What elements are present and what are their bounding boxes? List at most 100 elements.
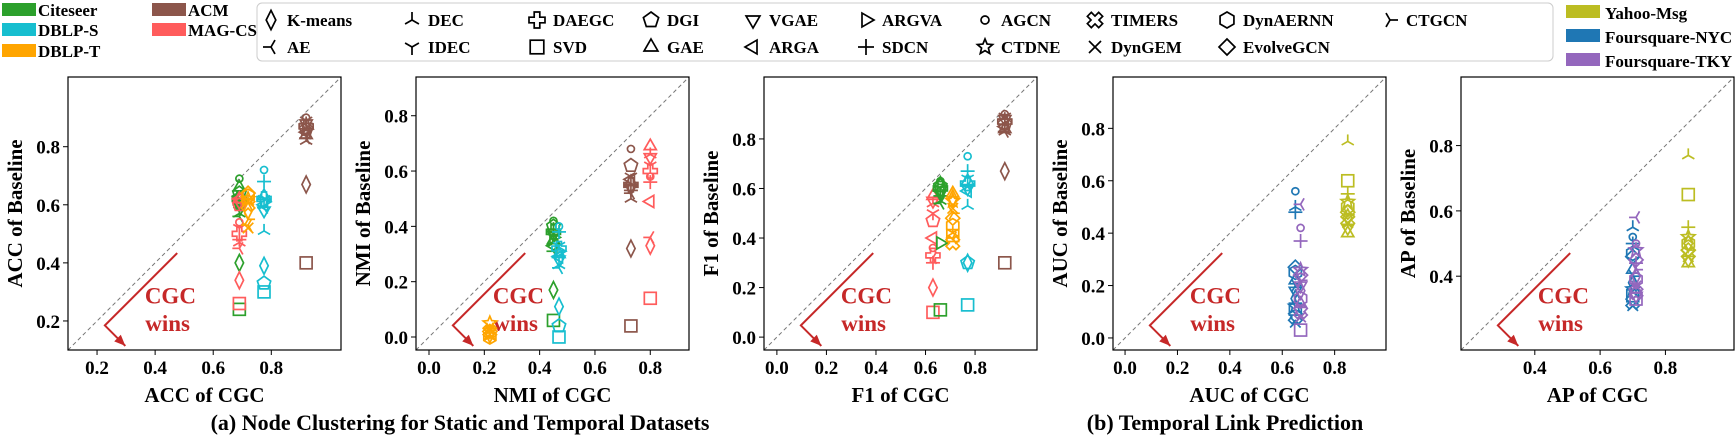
diagonal-line bbox=[415, 76, 690, 351]
y-tick-label: 0.4 bbox=[732, 229, 756, 250]
data-point-dgi-dblp-s bbox=[959, 254, 976, 270]
y-tick-label: 0.2 bbox=[1081, 277, 1105, 298]
data-point-daegc-dblp-s bbox=[256, 191, 272, 207]
x-tick-label: 0.4 bbox=[1218, 358, 1242, 379]
data-point-gae-foursquare-tky bbox=[1293, 295, 1309, 309]
x-tick-label: 0.8 bbox=[259, 358, 283, 379]
x-tick-label: 0.2 bbox=[1166, 358, 1190, 379]
tri-right-icon bbox=[263, 39, 276, 55]
arrowhead-icon bbox=[462, 334, 474, 346]
x-tick-label: 0.2 bbox=[472, 358, 496, 379]
method-legend-label: EvolveGCN bbox=[1243, 38, 1331, 57]
y-tick-label: 0.0 bbox=[732, 328, 756, 349]
method-legend-label: SDCN bbox=[882, 38, 929, 57]
y-tick-label: 0.0 bbox=[1081, 329, 1105, 350]
legend-swatch-acm bbox=[152, 3, 186, 16]
diagonal-line bbox=[1112, 76, 1387, 351]
data-point-k-means-yahoo-msg bbox=[1342, 207, 1353, 228]
data-point-gae-yahoo-msg bbox=[1340, 224, 1356, 238]
data-point-svd-mag-cs bbox=[643, 291, 658, 306]
data-point-sdcn-dblp-s bbox=[257, 174, 272, 189]
x-axis-label: ACC of CGC bbox=[144, 383, 264, 407]
data-point-ae-mag-cs bbox=[643, 230, 655, 244]
legend-label: Foursquare-NYC bbox=[1605, 28, 1732, 47]
legend-swatch-citeseer bbox=[2, 3, 36, 16]
arrowhead-icon bbox=[1507, 334, 1519, 346]
legend-swatch-mag-cs bbox=[152, 23, 186, 36]
data-point-ae-acm bbox=[997, 125, 1010, 138]
data-point-gae-dblp-t bbox=[945, 184, 961, 198]
x-icon bbox=[1088, 40, 1102, 54]
pentagon-icon bbox=[642, 10, 660, 28]
method-legend-label: IDEC bbox=[428, 38, 471, 57]
data-point-dyngem-foursquare-tky bbox=[1294, 311, 1307, 323]
y-tick-label: 0.2 bbox=[36, 312, 60, 333]
legend-label: ACM bbox=[188, 1, 229, 20]
x-filled-icon bbox=[1086, 11, 1104, 29]
data-point-ae-dblp-t bbox=[482, 322, 495, 336]
method-legend-label: CTGCN bbox=[1406, 11, 1468, 30]
data-point-vgae-yahoo-msg bbox=[1680, 255, 1696, 269]
data-point-dec-dblp-t bbox=[946, 226, 960, 238]
data-point-sdcn-foursquare-tky bbox=[1293, 234, 1308, 249]
legend-swatch-foursquare-nyc bbox=[1566, 29, 1600, 42]
data-point-svd-foursquare-tky bbox=[1293, 323, 1308, 337]
data-point-k-means-acm bbox=[300, 174, 312, 195]
y-tick-label: 0.8 bbox=[732, 130, 756, 151]
x-tick-label: 0.0 bbox=[417, 358, 441, 379]
data-point-k-means-yahoo-msg bbox=[1683, 233, 1694, 254]
data-point-dgi-mag-cs bbox=[925, 212, 941, 228]
circle-small-icon bbox=[980, 15, 990, 25]
method-legend-label: AGCN bbox=[1001, 11, 1052, 30]
data-point-argva-citeseer bbox=[549, 229, 563, 245]
data-point-ctdne-yahoo-msg bbox=[1679, 227, 1698, 245]
data-point-sdcn-dblp-s bbox=[552, 224, 566, 239]
annotation-cgc: CGC bbox=[1190, 284, 1241, 309]
data-point-k-means-mag-cs bbox=[234, 269, 245, 291]
method-legend-label: TIMERS bbox=[1111, 11, 1178, 30]
x-tick-label: 0.4 bbox=[143, 358, 167, 379]
data-point-arga-mag-cs bbox=[924, 230, 938, 246]
x-tick-label: 0.6 bbox=[201, 358, 225, 379]
data-point-ae-acm bbox=[623, 186, 636, 200]
x-tick-label: 0.4 bbox=[1523, 358, 1547, 379]
star-icon bbox=[975, 36, 995, 56]
data-point-vgae-foursquare-tky bbox=[1293, 281, 1309, 295]
annotation-wins: wins bbox=[841, 311, 886, 336]
plus-filled-icon bbox=[528, 11, 546, 29]
annotation-cgc: CGC bbox=[841, 284, 892, 309]
y-axis-label: NMI of Baseline bbox=[351, 141, 375, 287]
data-point-agcn-dblp-s bbox=[259, 165, 269, 175]
data-point-agcn-acm bbox=[626, 144, 636, 154]
data-point-dec-dblp-s bbox=[257, 223, 271, 236]
annotation-wins: wins bbox=[145, 311, 190, 336]
x-tick-label: 0.8 bbox=[1323, 358, 1347, 379]
square-icon bbox=[529, 39, 545, 55]
data-point-svd-yahoo-msg bbox=[1681, 187, 1696, 202]
data-point-k-means-dblp-t bbox=[947, 188, 958, 209]
data-point-ae-mag-cs bbox=[925, 251, 938, 265]
data-point-svd-mag-cs bbox=[926, 305, 940, 320]
data-point-k-means-dblp-s bbox=[553, 296, 565, 317]
annotation-cgc: CGC bbox=[145, 284, 196, 309]
method-legend-box bbox=[256, 2, 1554, 62]
data-point-vgae-yahoo-msg bbox=[1340, 223, 1356, 237]
method-legend-label: CTDNE bbox=[1001, 38, 1061, 57]
legend-swatch-dblp-s bbox=[2, 23, 36, 36]
data-point-agcn-dblp-s bbox=[963, 151, 972, 161]
y-tick-label: 0.6 bbox=[1429, 202, 1453, 223]
x-tick-label: 0.4 bbox=[864, 358, 888, 379]
data-point-idec-dblp-s bbox=[961, 174, 975, 186]
legend-label: DBLP-T bbox=[38, 42, 101, 61]
data-point-k-means-foursquare-tky bbox=[1630, 265, 1642, 287]
method-legend-label: VGAE bbox=[769, 11, 818, 30]
y-tick-label: 0.6 bbox=[732, 179, 756, 200]
y-tick-label: 0.2 bbox=[384, 273, 408, 294]
x-axis-label: AUC of CGC bbox=[1189, 383, 1309, 407]
x-tick-label: 0.8 bbox=[638, 358, 662, 379]
caption-b: (b) Temporal Link Prediction bbox=[1087, 410, 1363, 435]
data-point-ae-acm bbox=[299, 131, 311, 145]
